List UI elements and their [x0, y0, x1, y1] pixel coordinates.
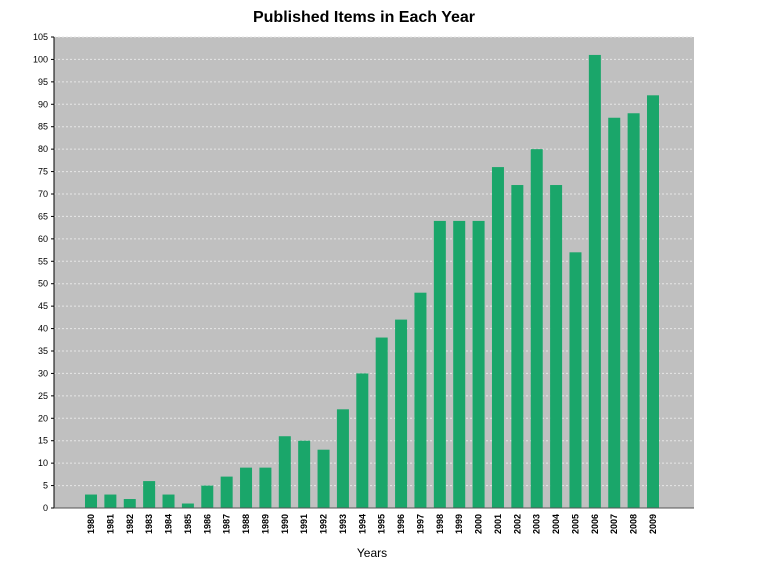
bar-2006 [588, 54, 601, 508]
bar-2004 [550, 185, 563, 508]
x-tick-label: 1999 [454, 514, 464, 534]
y-tick-label: 15 [38, 436, 48, 446]
y-tick-label: 10 [38, 458, 48, 468]
x-tick-label: 1991 [299, 514, 309, 534]
bar-1986 [201, 485, 214, 508]
x-tick-label: 1990 [280, 514, 290, 534]
x-tick-label: 1987 [222, 514, 232, 534]
x-tick-label: 2009 [648, 514, 658, 534]
x-tick-label: 1984 [164, 514, 174, 534]
y-axis-ticks: 0 5 10 15 20 25 30 35 40 45 50 55 60 65 70 75 80 85 90 95 10… [33, 32, 54, 513]
bar-1984 [162, 494, 175, 508]
x-axis-label: Years [357, 546, 387, 560]
bar-2009 [647, 95, 659, 509]
y-tick-label: 80 [38, 144, 48, 154]
y-tick-label: 5 [43, 481, 48, 491]
x-tick-label: 2008 [629, 514, 639, 534]
y-tick-label: 35 [38, 346, 48, 356]
bar-1998 [433, 220, 446, 508]
bar-1994 [356, 373, 369, 508]
bar-2002 [511, 185, 524, 508]
y-tick-label: 85 [38, 122, 48, 132]
bar-2008 [627, 113, 640, 508]
y-tick-label: 90 [38, 99, 48, 109]
bar-2007 [608, 117, 621, 508]
bar-1999 [453, 220, 466, 508]
bar-2001 [491, 167, 504, 509]
x-tick-label: 1985 [183, 514, 193, 534]
bar-1996 [395, 319, 408, 508]
bar-1987 [220, 476, 233, 508]
plot-area [54, 37, 694, 508]
bar-1997 [414, 292, 427, 508]
bar-2003 [530, 149, 543, 508]
y-tick-label: 105 [33, 32, 48, 42]
bar-1995 [375, 337, 388, 508]
bar-1991 [298, 440, 311, 508]
x-tick-label: 2003 [532, 514, 542, 534]
bar-1985 [181, 503, 194, 508]
x-axis-ticks: 1980 1981 1982 1983 1984 1985 1986 1987 1988 1989… [86, 514, 658, 534]
x-tick-label: 1983 [144, 514, 154, 534]
bar-1993 [336, 409, 349, 508]
bar-1983 [143, 481, 156, 508]
x-tick-label: 1980 [86, 514, 96, 534]
y-tick-label: 50 [38, 279, 48, 289]
y-tick-label: 25 [38, 391, 48, 401]
bar-1988 [240, 467, 253, 508]
x-tick-label: 1997 [415, 514, 425, 534]
gridlines [54, 36, 694, 487]
x-tick-label: 1998 [435, 514, 445, 534]
x-tick-label: 2001 [493, 514, 503, 534]
x-tick-label: 2005 [570, 514, 580, 534]
bar-1981 [104, 494, 117, 508]
y-tick-label: 45 [38, 301, 48, 311]
x-tick-label: 2006 [590, 514, 600, 534]
y-tick-label: 55 [38, 256, 48, 266]
y-tick-label: 95 [38, 77, 48, 87]
bar-1982 [123, 499, 136, 508]
bar-1989 [259, 467, 272, 508]
x-tick-label: 2002 [512, 514, 522, 534]
bar-1980 [85, 494, 97, 508]
bar-1992 [317, 449, 330, 508]
x-tick-label: 1981 [105, 514, 115, 534]
bar-1990 [278, 436, 291, 508]
y-tick-label: 65 [38, 211, 48, 221]
y-tick-label: 75 [38, 167, 48, 177]
y-tick-label: 60 [38, 234, 48, 244]
y-tick-label: 20 [38, 413, 48, 423]
bar-2005 [569, 252, 582, 508]
x-tick-label: 1996 [396, 514, 406, 534]
y-tick-label: 40 [38, 324, 48, 334]
x-tick-label: 1995 [377, 514, 387, 534]
x-tick-label: 1994 [357, 514, 367, 534]
y-tick-label: 100 [33, 54, 48, 64]
bars [85, 54, 659, 509]
y-tick-label: 0 [43, 503, 48, 513]
x-tick-label: 1982 [125, 514, 135, 534]
x-tick-label: 1989 [260, 514, 270, 534]
chart-title: Published Items in Each Year [253, 9, 475, 26]
x-tick-label: 1993 [338, 514, 348, 534]
x-tick-label: 2004 [551, 514, 561, 534]
x-tick-label: 1992 [319, 514, 329, 534]
bar-2000 [472, 220, 485, 508]
y-tick-label: 70 [38, 189, 48, 199]
y-tick-label: 30 [38, 368, 48, 378]
x-tick-label: 2007 [609, 514, 619, 534]
x-tick-label: 1988 [241, 514, 251, 534]
x-tick-label: 1986 [202, 514, 212, 534]
x-tick-label: 2000 [474, 514, 484, 534]
